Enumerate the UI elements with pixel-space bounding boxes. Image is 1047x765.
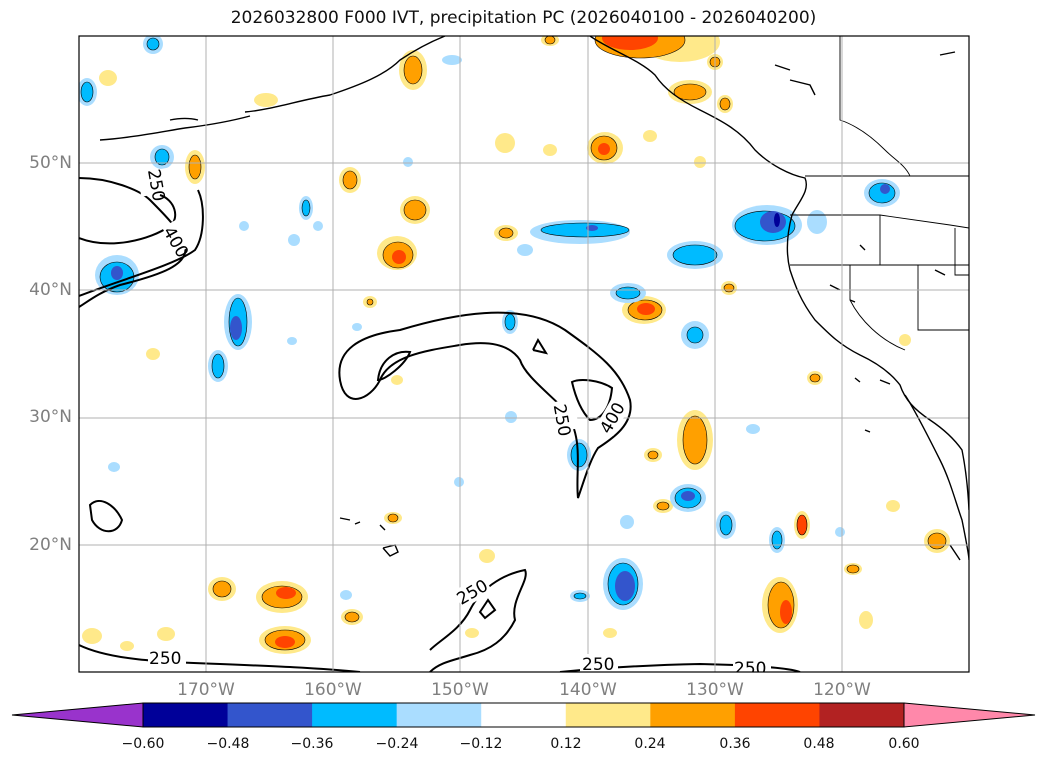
negative-anomalies <box>79 36 900 610</box>
contour-label: 250 <box>149 649 181 669</box>
colorbar-segment <box>734 703 820 727</box>
colorbar-tick: 0.48 <box>803 736 835 752</box>
colorbar-tick: −0.60 <box>121 736 165 752</box>
colorbar-tick: −0.36 <box>290 736 334 752</box>
lat-label-30n: 30°N <box>29 407 72 427</box>
political-borders <box>790 36 969 351</box>
colorbar-tick: 0.24 <box>634 736 666 752</box>
gridlines <box>79 36 969 672</box>
map-frame <box>78 35 970 673</box>
colorbar-segment <box>396 703 482 727</box>
coastlines <box>99 36 969 561</box>
colorbar-segment <box>481 703 567 727</box>
colorbar <box>11 702 1036 728</box>
colorbar-tick: 0.12 <box>550 736 582 752</box>
precip-anomaly-layer <box>79 36 950 654</box>
lat-label-40n: 40°N <box>29 280 72 300</box>
lon-label-160w: 160°W <box>304 680 362 700</box>
colorbar-segment <box>565 703 651 727</box>
colorbar-tick: 0.60 <box>888 736 920 752</box>
colorbar-tick: −0.48 <box>206 736 250 752</box>
lon-label-170w: 170°W <box>177 680 235 700</box>
colorbar-tick: 0.36 <box>719 736 751 752</box>
colorbar-tick: −0.24 <box>375 736 419 752</box>
colorbar-segment <box>143 703 229 727</box>
contour-label: 250 <box>582 655 614 675</box>
lon-label-150w: 150°W <box>431 680 489 700</box>
positive-anomalies <box>82 36 950 654</box>
lon-label-130w: 130°W <box>686 680 744 700</box>
colorbar-extend-low <box>11 702 144 728</box>
plot-title: 2026032800 F000 IVT, precipitation PC (2… <box>230 8 817 28</box>
map-background <box>79 36 969 672</box>
colorbar-segment <box>819 703 905 727</box>
lat-label-20n: 20°N <box>29 535 72 555</box>
lon-label-120w: 120°W <box>813 680 871 700</box>
colorbar-extend-high <box>903 702 1036 728</box>
colorbar-tick: −0.12 <box>459 736 503 752</box>
contour-label: 250 <box>734 659 766 679</box>
lon-label-140w: 140°W <box>559 680 617 700</box>
colorbar-segment <box>650 703 736 727</box>
colorbar-segment <box>227 703 313 727</box>
lat-label-50n: 50°N <box>29 153 72 173</box>
colorbar-segment <box>312 703 398 727</box>
